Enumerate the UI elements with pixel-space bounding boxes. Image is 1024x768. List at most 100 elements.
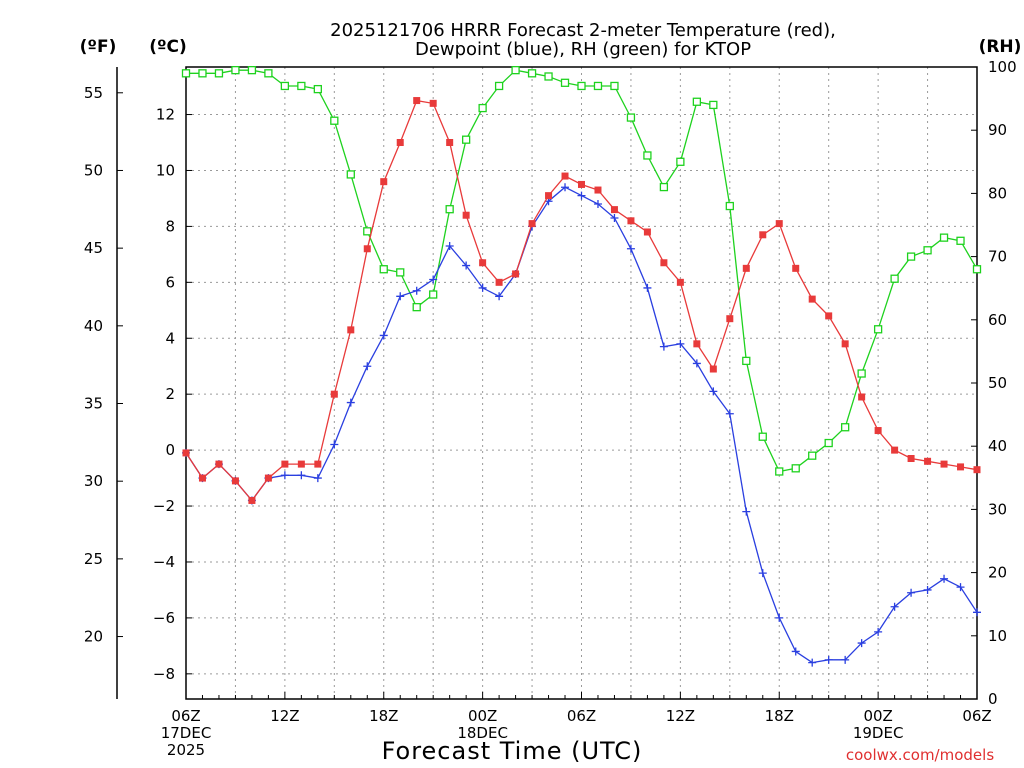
temperature-point (479, 259, 487, 267)
dewpoint-point (857, 639, 866, 648)
rh-point (330, 116, 339, 125)
rh-point (791, 464, 800, 473)
x-tick-label: 17DEC (161, 724, 212, 742)
rh-point (692, 97, 702, 106)
temperature-point (891, 446, 899, 454)
dewpoint-point (593, 200, 602, 209)
rh-tick-label: 90 (988, 121, 1007, 139)
dewpoint-point (841, 655, 850, 664)
dewpoint-point (297, 471, 306, 480)
rh-point (709, 100, 718, 110)
rh-point (494, 81, 504, 91)
dewpoint-point (775, 613, 784, 622)
temperature-point (759, 231, 767, 239)
rh-point (593, 81, 603, 91)
x-tick-label: 06Z (171, 707, 200, 725)
rh-point (264, 69, 273, 78)
x-tick-label: 18Z (765, 707, 794, 725)
temperature-point (742, 264, 750, 272)
rh-point (429, 290, 438, 299)
rh-point (643, 151, 652, 160)
rh-point (511, 66, 520, 75)
celsius-tick-label: 0 (165, 441, 175, 459)
fahrenheit-unit-label: (ºF) (80, 37, 117, 57)
celsius-tick-label: 6 (165, 273, 175, 291)
dewpoint-point (445, 241, 454, 250)
dewpoint-point (973, 608, 981, 617)
temperature-series (182, 97, 981, 504)
dewpoint-line (185, 186, 978, 664)
dewpoint-point (956, 583, 965, 592)
rh-point (972, 265, 982, 274)
rh-series (181, 66, 982, 476)
x-tick-label: 12Z (270, 707, 299, 725)
rh-point (181, 69, 191, 78)
fahrenheit-tick-label: 25 (84, 550, 103, 568)
dewpoint-point (577, 191, 586, 200)
dewpoint-point (676, 339, 685, 348)
temperature-point (215, 460, 223, 468)
rh-point (214, 69, 224, 78)
temperature-point (396, 139, 404, 147)
rh-tick-label: 40 (988, 437, 1007, 455)
temperature-point (726, 315, 734, 323)
dewpoint-point (824, 655, 833, 664)
rh-tick-label: 50 (988, 374, 1007, 392)
rh-point (297, 81, 306, 91)
temperature-point (462, 211, 470, 219)
temperature-point (429, 99, 437, 107)
dewpoint-point (940, 574, 949, 583)
x-tick-label: 18Z (369, 707, 398, 725)
temperature-point (231, 477, 239, 485)
rh-point (231, 66, 240, 75)
temperature-point (775, 220, 783, 228)
rh-point (758, 432, 767, 441)
rh-point (379, 265, 388, 274)
temperature-point (858, 393, 866, 401)
temperature-point (874, 427, 882, 435)
dewpoint-point (280, 471, 289, 480)
rh-point (396, 268, 405, 277)
dewpoint-point (907, 588, 916, 597)
rh-point (841, 423, 850, 432)
temperature-point (264, 474, 272, 482)
dewpoint-point (725, 409, 734, 418)
temperature-point (825, 312, 833, 320)
dewpoint-point (626, 244, 635, 253)
temperature-point (561, 172, 569, 180)
rh-line (186, 69, 978, 473)
x-tick-label: 2025 (167, 741, 205, 759)
x-tick-label: 00Z (468, 707, 497, 725)
temperature-point (363, 245, 371, 253)
dewpoint-point (412, 286, 421, 295)
temperature-point (660, 259, 668, 267)
credit-label: coolwx.com/models (846, 746, 994, 764)
dewpoint-point (462, 261, 471, 270)
dewpoint-point (923, 585, 932, 594)
fahrenheit-tick-label: 50 (84, 161, 103, 179)
dewpoint-point (495, 292, 504, 301)
rh-axis: 0 10 20 30 40 50 60 70 80 90 100 (971, 58, 1017, 708)
rh-point (247, 66, 257, 75)
rh-point (873, 325, 883, 334)
x-tick-label: 12Z (666, 707, 695, 725)
fahrenheit-axis: 20 25 30 35 40 45 50 55 (84, 84, 123, 646)
dewpoint-point (330, 440, 339, 449)
temperature-point (676, 278, 684, 286)
rh-point (577, 81, 586, 91)
x-axis-title: Forecast Time (UTC) (382, 737, 643, 765)
rh-point (923, 246, 932, 255)
temperature-point (627, 217, 635, 225)
temperature-point (792, 264, 800, 272)
rh-point (346, 170, 355, 179)
chart-title-line2: Dewpoint (blue), RH (green) for KTOP (415, 39, 751, 60)
temperature-point (413, 97, 421, 105)
temperature-point (495, 278, 503, 286)
rh-point (742, 356, 751, 366)
temperature-point (957, 463, 965, 471)
celsius-unit-label: (ºC) (149, 37, 187, 57)
rh-point (198, 69, 207, 78)
dewpoint-point (742, 507, 751, 516)
rh-point (939, 233, 949, 242)
